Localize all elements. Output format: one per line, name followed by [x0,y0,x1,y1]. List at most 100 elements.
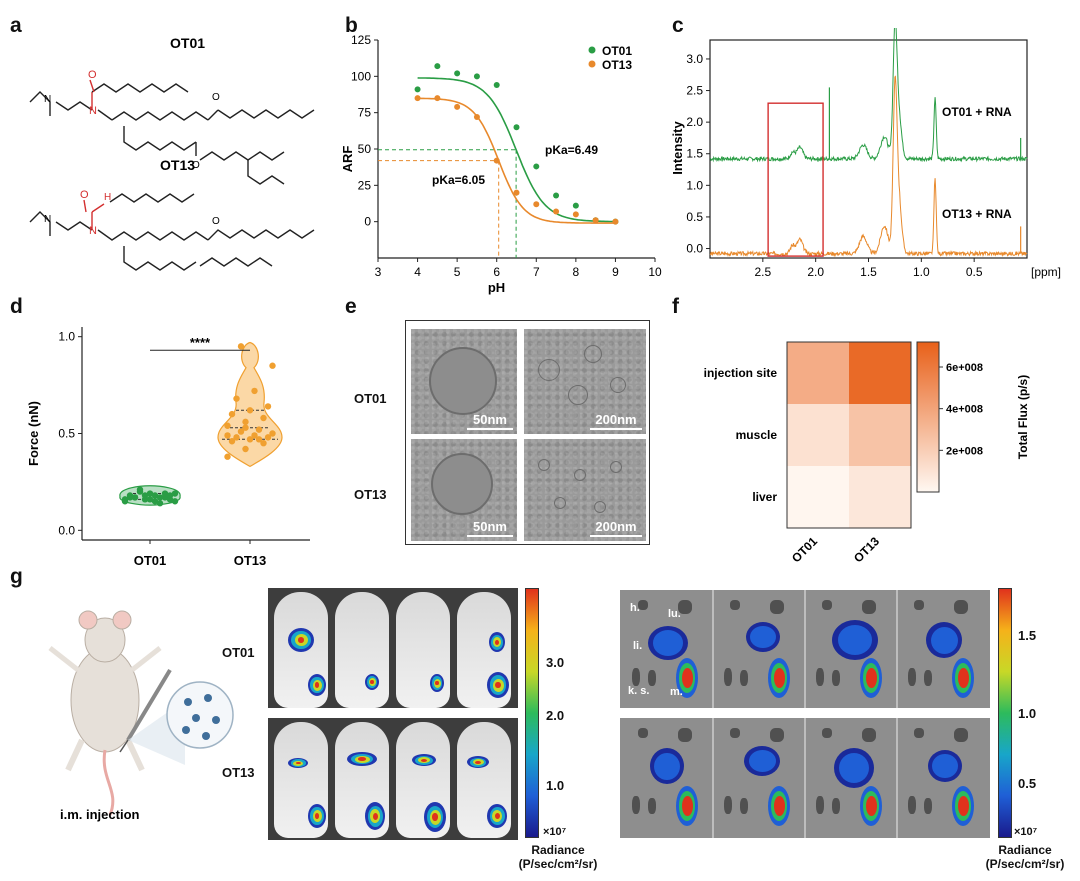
signal-blob [494,813,500,819]
chart-b-pka: 3 4 5 6 7 8 9 100255075100125pHARFOT01OT13pKa=6… [340,33,662,295]
chart-f-heatmap: injection site muscle liver OT01 OT13 2e+008 4… [704,341,1030,562]
scalebar-50nm: 50nm [467,412,513,430]
c-y-label: Intensity [672,121,685,175]
d-x-tick-label-ot01: OT01 [134,553,167,568]
d-point-ot13 [242,445,249,453]
b-point-ot13 [454,103,461,110]
ester-oxygen-ot01: O [212,92,220,103]
c-y-tick-label: 0.0 [686,242,703,256]
tem-image-ot13-200nm: 200nm [524,439,646,541]
panel-label-f: f [672,295,679,318]
b-y-tick-label: 0 [364,215,371,229]
organ-plate-divider [712,590,714,708]
signal-blob [957,668,969,688]
mouse-body [335,592,389,708]
signal-blob [750,625,776,649]
signal-blob [773,668,785,688]
signal-blob [748,749,776,773]
signal-blob [957,796,969,816]
b-point-ot13 [473,114,480,121]
d-point-ot13 [224,422,231,429]
ivis-mice-ot13 [268,718,518,840]
d-point-ot13 [251,432,258,439]
f-colorbar-tick-label: 2e+008 [946,445,983,457]
compound-ot13-label: OT13 [160,157,195,173]
f-row-label: muscle [736,428,778,442]
b-point-ot01 [493,82,500,89]
signal-blob [475,760,481,764]
signal-blob [865,796,877,816]
signal-blob [435,680,439,686]
b-x-tick-label: 4 [414,265,421,279]
organ-tissue [924,798,932,814]
signal-blob [358,757,366,761]
compound-ot01-label: OT01 [170,35,205,51]
f-heat-cell [787,466,849,528]
chart-d-force: 0.0 0.5 1.0 Force (nN) OT01 OT13 **** [26,327,310,568]
f-heat-cell [849,404,911,466]
signal-blob [495,639,499,645]
organ-tissue [724,668,732,686]
b-x-tick-label: 10 [648,265,662,279]
d-point-ot01 [161,490,169,497]
organ-plate-divider [804,590,806,708]
signal-blob [370,680,374,684]
b-point-ot01 [513,124,520,131]
signal-blob [421,758,427,762]
d-point-ot13 [228,410,236,418]
d-point-ot01 [151,492,159,499]
c-y-tick-label: 1.5 [686,147,703,161]
signal-blob [654,752,680,780]
f-colorbar-tick-label: 4e+008 [946,404,983,416]
cbar1-tick-2: 2.0 [546,708,565,723]
d-point-ot01 [136,486,144,493]
d-significance-stars: **** [190,335,211,350]
b-x-tick-label: 6 [493,265,500,279]
signal-blob [865,668,877,688]
colorbar-radiance-1 [525,588,539,838]
organ-tissue [816,668,824,686]
b-x-tick-label: 9 [612,265,619,279]
organ-plate-divider [712,718,714,838]
ivis-row-ot13-label: OT13 [222,765,255,780]
tem-image-ot01-50nm: 50nm [411,329,517,434]
d-point-ot13 [255,436,263,443]
ester-oxygen-ot01-2: O [192,160,200,171]
amide-nitrogen-ot01: N [89,105,97,117]
organ-tissue [648,798,656,814]
organ-tissue [678,728,692,742]
f-heat-cell [787,342,849,404]
f-row-label: liver [752,490,777,504]
signal-blob [837,625,873,655]
chart-c-nmr: 0.0 0.5 1.0 1.5 2.0 2.5 3.0 2.5 2.0 1.5 1.0 0.5 [ppm… [672,28,1061,279]
organ-tissue [678,600,692,614]
b-point-ot13 [533,201,540,208]
d-point-ot13 [251,387,258,395]
b-fit-curve-ot13 [417,97,616,224]
f-heatmap-frame [786,341,912,529]
organ-tissue [832,670,840,686]
d-point-ot13 [233,395,240,402]
cbar2-tick-05: 0.5 [1018,776,1037,791]
organ-tissue [816,796,824,814]
d-point-ot13 [242,424,249,431]
organ-label-liver: li. [633,640,643,652]
b-point-ot01 [553,192,560,199]
c-y-tick-label: 2.0 [686,115,703,129]
d-point-ot13 [237,343,245,350]
b-point-ot01 [533,163,540,170]
signal-blob [839,753,869,783]
c-y-tick-label: 3.0 [686,52,703,66]
d-point-ot01 [156,500,164,507]
cryo-tem-panel: OT01 OT13 50nm 200nm 50nm 200nm [354,320,650,545]
cbar2-unit: ×10⁷ [1014,826,1038,838]
signal-blob [372,812,378,820]
amine-n-ot13: N [44,214,51,225]
tem-row-ot01-label: OT01 [354,391,387,406]
b-annotation-pka-ot13: pKa=6.05 [432,173,485,187]
d-point-ot13 [246,407,254,414]
ivis-organs-ot01 [620,590,990,708]
organ-tissue [740,670,748,686]
d-point-ot13 [233,434,240,441]
d-point-ot01 [131,494,139,501]
